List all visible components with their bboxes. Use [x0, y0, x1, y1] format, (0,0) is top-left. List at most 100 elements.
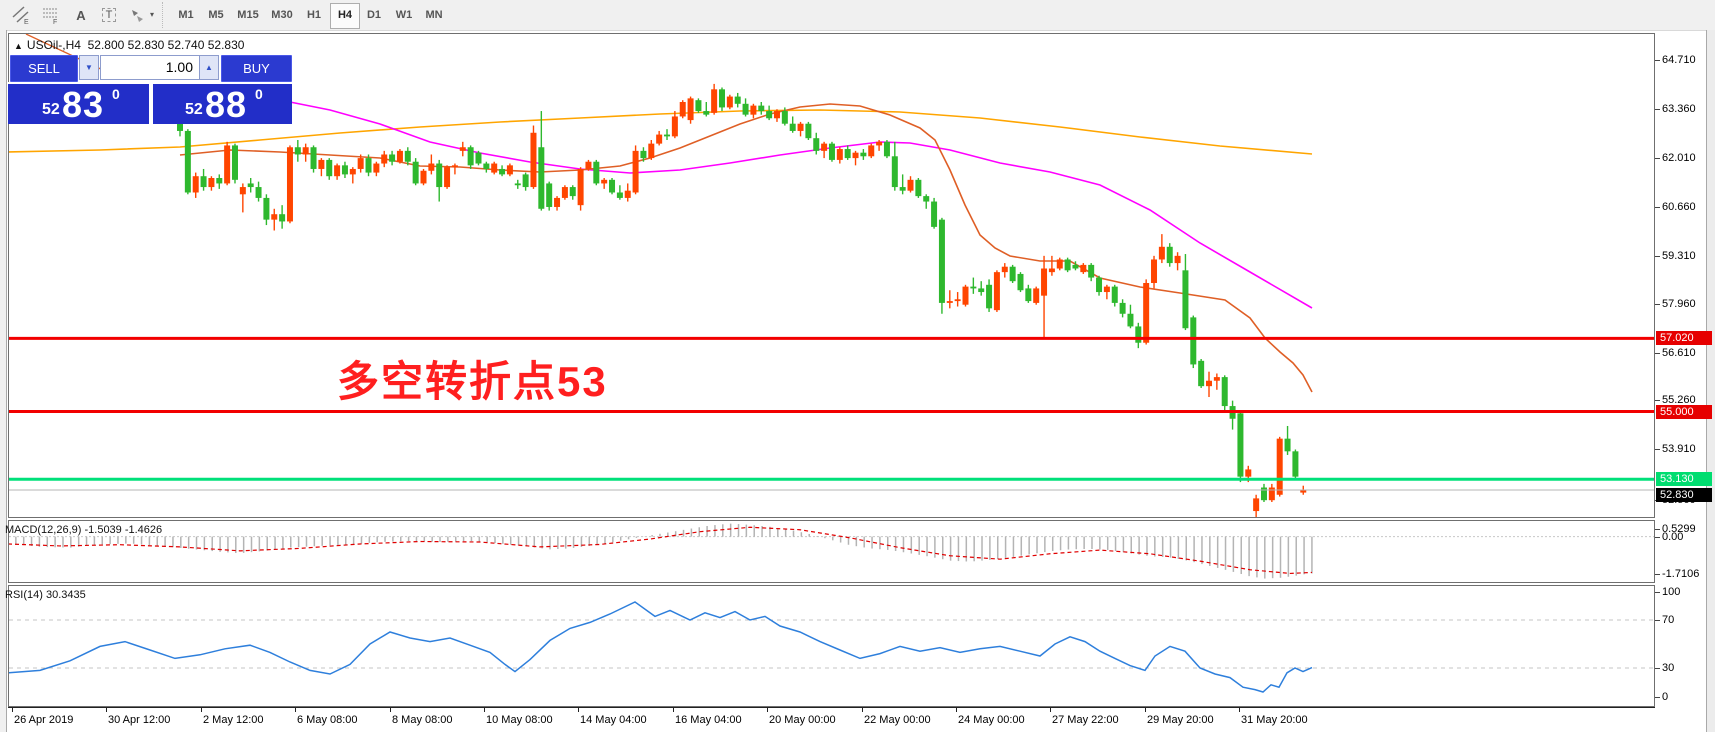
rsi-canvas[interactable]	[9, 586, 1654, 706]
candle-body	[766, 111, 773, 119]
sell-price-sup: 0	[112, 86, 120, 102]
candle-body	[231, 145, 238, 180]
candle	[224, 141, 231, 186]
candle	[357, 154, 364, 173]
candle	[231, 143, 238, 184]
window-scroll-strip[interactable]	[1706, 30, 1715, 732]
candle-body	[993, 272, 1000, 311]
fast-ma-line[interactable]	[179, 103, 1313, 393]
candle-body	[1056, 259, 1063, 269]
sell-button[interactable]: SELL	[10, 55, 78, 82]
candle-body	[1025, 288, 1032, 302]
candle-body	[734, 96, 741, 104]
arrows-dropdown-caret[interactable]: ▾	[149, 10, 154, 19]
volume-increase-button[interactable]: ▲	[199, 55, 219, 80]
candle	[483, 161, 490, 173]
price-chart-canvas[interactable]	[9, 34, 1654, 517]
timeframe-button-h4[interactable]: H4	[330, 3, 360, 29]
timeframe-button-m15[interactable]: M15	[237, 9, 259, 21]
text-label-icon[interactable]: T	[96, 3, 122, 27]
candle-body	[758, 105, 765, 112]
candle-body	[844, 149, 851, 159]
candle-body	[475, 152, 482, 164]
timeframe-button-mn[interactable]: MN	[425, 9, 443, 21]
candle	[883, 140, 890, 159]
candle	[1260, 483, 1267, 503]
candle-body	[805, 123, 812, 139]
chart-collapse-icon[interactable]: ▲	[14, 41, 23, 51]
candle-body	[593, 161, 600, 184]
candle	[1025, 284, 1032, 303]
time-axis[interactable]: 26 Apr 2019 30 Apr 12:00 2 May 12:00 6 May …	[8, 707, 1655, 732]
timeframe-button-m30[interactable]: M30	[271, 9, 293, 21]
text-icon[interactable]: A	[76, 7, 86, 23]
toolbar-separator	[162, 2, 168, 28]
candle-body	[569, 187, 576, 197]
timeframe-button-h1[interactable]: H1	[306, 9, 322, 21]
candle	[703, 101, 710, 117]
sell-price-box[interactable]: 52 83 0	[8, 82, 149, 125]
fibonacci-retracement-icon[interactable]: F	[38, 3, 64, 27]
candle-body	[177, 123, 183, 131]
rsi-panel[interactable]	[8, 585, 1655, 707]
price-badge-52.830: 52.830	[1656, 488, 1712, 502]
mid-ma-line[interactable]	[231, 95, 1313, 309]
candle	[1001, 263, 1008, 278]
candle	[451, 163, 458, 175]
slow-ma-line[interactable]	[9, 109, 1313, 155]
buy-button[interactable]: BUY	[221, 55, 292, 82]
candle-body	[891, 156, 898, 188]
volume-input[interactable]: 1.00	[100, 55, 200, 80]
buy-price-box[interactable]: 52 88 0	[153, 82, 292, 125]
candle-body	[561, 187, 568, 198]
volume-decrease-button[interactable]: ▼	[79, 55, 99, 80]
candle-body	[1166, 246, 1173, 264]
candle	[436, 159, 443, 202]
candle	[679, 100, 686, 119]
equidistant-channel-icon[interactable]: E	[8, 3, 34, 27]
candle-body	[294, 147, 301, 155]
candle-body	[373, 163, 380, 173]
timeframe-button-m1[interactable]: M1	[178, 9, 194, 21]
candle	[1072, 261, 1079, 271]
arrows-icon[interactable]	[124, 3, 150, 27]
candle	[616, 185, 623, 200]
candle	[1158, 234, 1165, 264]
timeframe-button-w1[interactable]: W1	[395, 9, 413, 21]
price-badge-55.000: 55.000	[1656, 405, 1712, 419]
candle-body	[1041, 268, 1048, 296]
candle-body	[1245, 469, 1252, 477]
candle-body	[616, 192, 623, 198]
price-tick-label: 57.960	[1662, 298, 1696, 310]
candle	[593, 159, 600, 186]
time-tick	[1239, 708, 1240, 712]
candle	[726, 94, 733, 110]
time-label: 26 Apr 2019	[14, 714, 74, 726]
candle	[1033, 286, 1040, 305]
candle	[601, 178, 608, 189]
candle	[836, 147, 843, 164]
candle-body	[341, 165, 348, 175]
candle	[742, 98, 749, 117]
candle	[773, 109, 780, 122]
time-tick	[390, 708, 391, 712]
one-click-trade-panel: SELL ▼ 1.00 ▲ BUY 52 83 0 52 88 0	[8, 55, 292, 125]
rsi-axis-tick	[1655, 668, 1660, 669]
candle-body	[1253, 498, 1260, 512]
price-tick-label: 53.910	[1662, 443, 1696, 455]
candle-body	[907, 179, 914, 191]
candle	[923, 194, 930, 209]
timeframe-button-d1[interactable]: D1	[366, 9, 382, 21]
time-label: 24 May 00:00	[958, 714, 1025, 726]
price-tick-mark	[1655, 109, 1660, 110]
chart-title: ▲ USOil-,H4 52.800 52.830 52.740 52.830	[14, 38, 244, 52]
candle-body	[946, 301, 953, 303]
candle	[318, 158, 325, 177]
candle-body	[648, 143, 655, 159]
macd-panel[interactable]	[8, 520, 1655, 583]
candle-body	[554, 197, 561, 207]
macd-canvas[interactable]	[9, 521, 1654, 582]
candle	[938, 217, 945, 314]
timeframe-button-m5[interactable]: M5	[208, 9, 224, 21]
candle	[1253, 494, 1260, 517]
